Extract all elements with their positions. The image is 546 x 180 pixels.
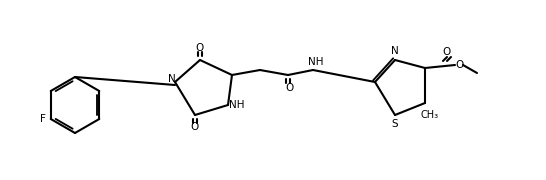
Text: O: O — [191, 122, 199, 132]
Text: O: O — [196, 43, 204, 53]
Text: O: O — [286, 83, 294, 93]
Text: NH: NH — [229, 100, 245, 110]
Text: O: O — [456, 60, 464, 70]
Text: N: N — [168, 74, 176, 84]
Text: N: N — [391, 46, 399, 56]
Text: F: F — [40, 114, 46, 124]
Text: NH: NH — [308, 57, 324, 67]
Text: S: S — [391, 119, 399, 129]
Text: O: O — [443, 47, 451, 57]
Text: CH₃: CH₃ — [421, 110, 439, 120]
